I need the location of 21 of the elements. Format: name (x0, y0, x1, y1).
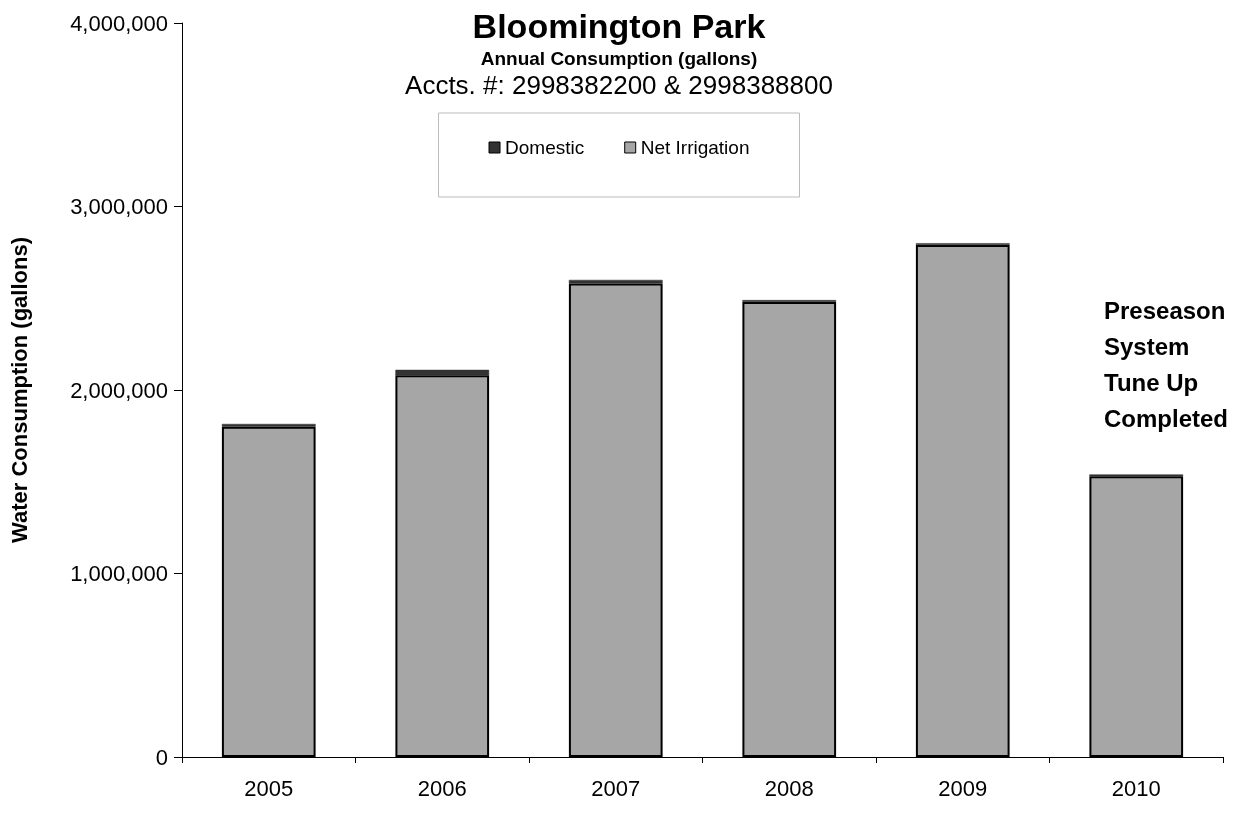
y-tick-label: 2,000,000 (70, 377, 168, 403)
x-tick-label: 2007 (591, 775, 641, 801)
x-tick-label: 2005 (244, 775, 294, 801)
bar (568, 279, 663, 284)
legend-label: Net Irrigation (640, 137, 750, 158)
y-tick-label: 3,000,000 (70, 194, 168, 219)
annotation: Accts. #: 2998382200 & 2998388800 (405, 70, 833, 100)
bar (221, 423, 316, 427)
y-axis-title: Water Consumption (gallons) (6, 237, 32, 543)
x-tick-label: 2008 (764, 775, 814, 801)
text: Annual Consumption (gallons) (480, 48, 758, 69)
y-tick-label: 0 (155, 744, 168, 770)
x-tick-label: 2010 (1111, 775, 1161, 801)
annotation: Preseason System Tune Up Completed (1104, 296, 1229, 432)
x-tick-label: 2006 (417, 775, 467, 801)
bar (395, 369, 490, 376)
y-tick-label: 4,000,000 (70, 10, 168, 36)
legend-label: Domestic (505, 137, 585, 158)
y-tick-label: 1,000,000 (70, 561, 168, 586)
x-tick-label: 2009 (938, 775, 988, 801)
chart-title: Bloomington Park (472, 7, 766, 45)
